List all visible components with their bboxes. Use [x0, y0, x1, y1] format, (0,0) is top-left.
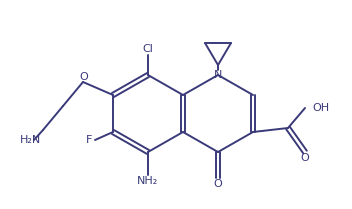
Text: O: O — [80, 72, 88, 82]
Text: O: O — [301, 153, 309, 163]
Text: O: O — [214, 179, 222, 189]
Text: F: F — [86, 135, 92, 145]
Text: NH₂: NH₂ — [137, 176, 159, 186]
Text: H₂N: H₂N — [20, 135, 41, 145]
Text: OH: OH — [312, 103, 329, 113]
Text: Cl: Cl — [143, 44, 153, 54]
Text: N: N — [214, 70, 222, 80]
